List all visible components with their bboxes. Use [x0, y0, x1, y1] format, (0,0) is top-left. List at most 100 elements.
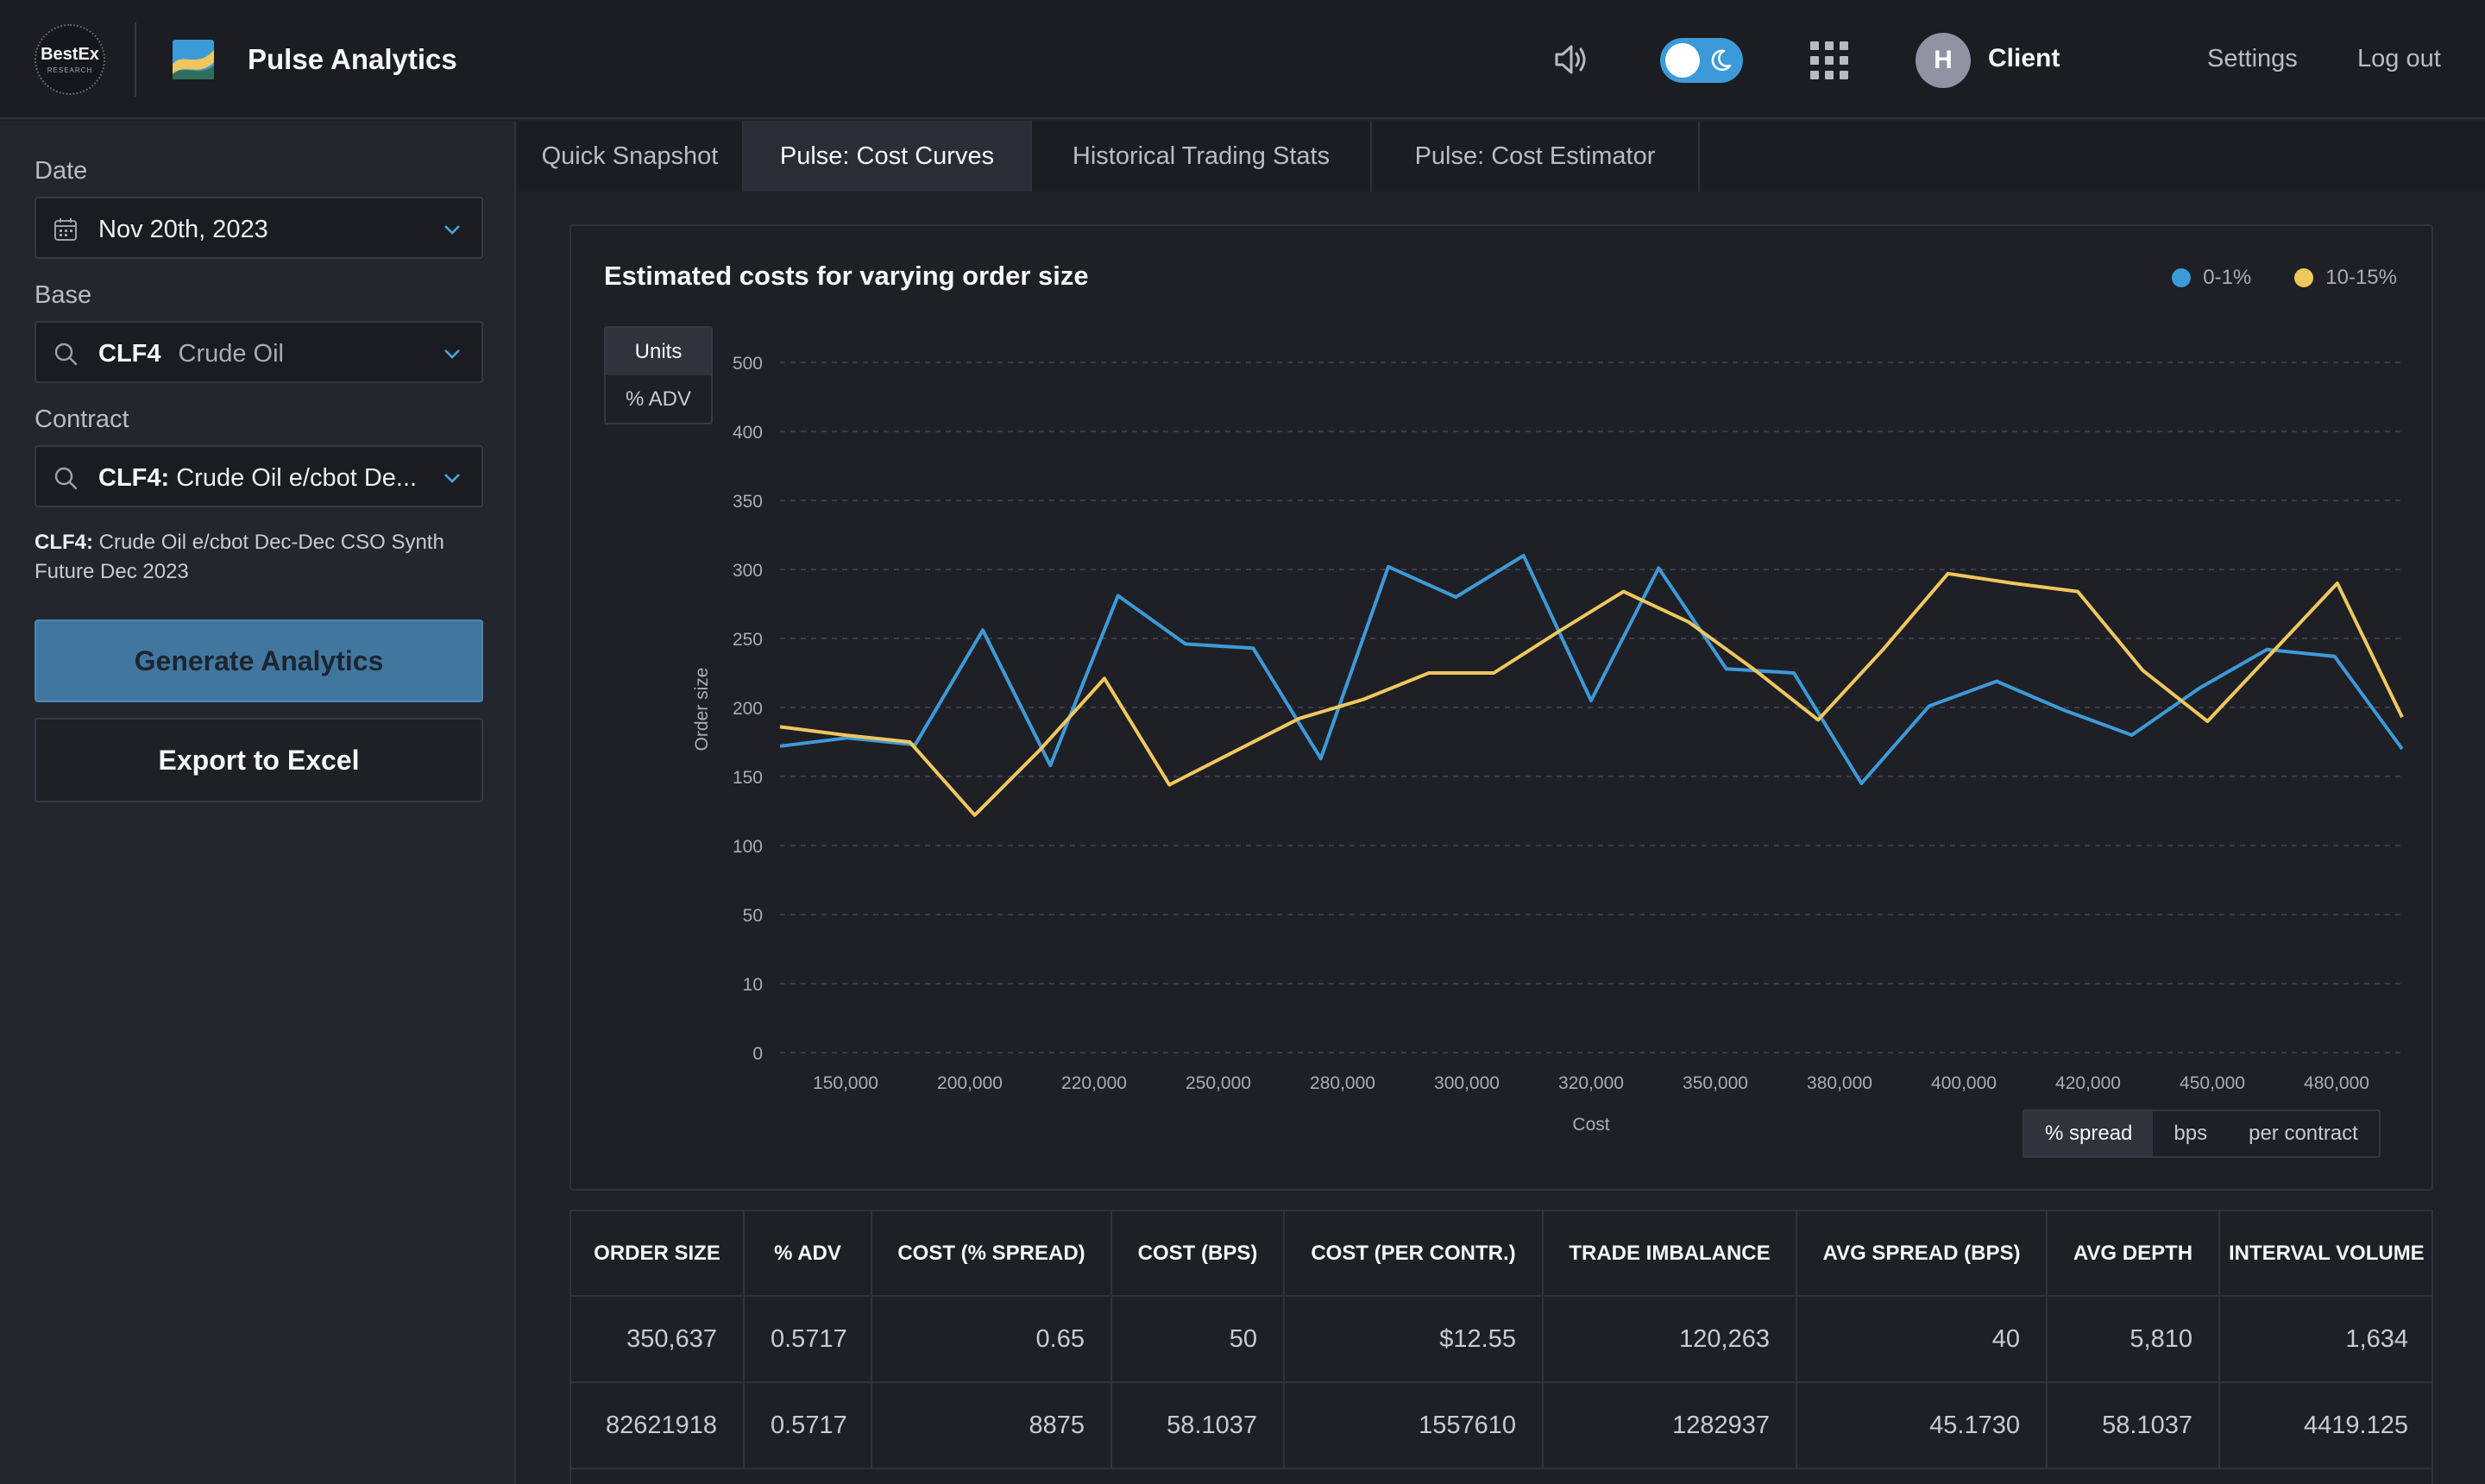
table-cell: 40 — [1796, 1296, 2048, 1383]
user-name[interactable]: Client — [1988, 44, 2060, 72]
avatar[interactable]: H — [1916, 33, 1971, 88]
base-select[interactable]: CLF4 Crude Oil — [35, 321, 483, 383]
theme-toggle[interactable] — [1660, 38, 1743, 83]
spread-option[interactable]: % spread — [2024, 1111, 2154, 1156]
base-value: CLF4 Crude Oil — [98, 340, 284, 368]
table-cell: 350,637 — [571, 1296, 745, 1383]
tab-historical-trading-stats[interactable]: Historical Trading Stats — [1032, 121, 1372, 192]
x-tick-label: 220,000 — [1061, 1073, 1127, 1093]
table-cell: 1,634 — [2219, 1296, 2432, 1383]
column-header[interactable]: COST (BPS) — [1111, 1211, 1285, 1297]
column-header[interactable]: AVG DEPTH — [2047, 1211, 2220, 1297]
table-cell: 1557610 — [1284, 1382, 1544, 1469]
x-axis-label: Cost — [1572, 1115, 1609, 1135]
table-cell: 4419.125 — [2219, 1382, 2432, 1469]
moon-icon — [1711, 49, 1732, 72]
table-cell: 5,810 — [2047, 1296, 2220, 1383]
table-row[interactable]: 82621918 0.5717 8875 58.1037 1557610 128… — [571, 1382, 2432, 1469]
apps-grid-icon[interactable] — [1810, 41, 1848, 79]
x-tick-label: 200,000 — [937, 1073, 1003, 1093]
legend-dot-series-1 — [2172, 268, 2192, 287]
column-header[interactable]: TRADE IMBALANCE — [1543, 1211, 1797, 1297]
legend-item-series-1[interactable]: 0-1% — [2172, 266, 2251, 290]
table-cell: 0.5717 — [744, 1382, 872, 1469]
contract-select[interactable]: CLF4: Crude Oil e/cbot De... — [35, 445, 483, 507]
cost-curves-card: 0 10 50 100 150 200 250 300 350 400 500 150,000 200,… — [569, 224, 2433, 1191]
volume-icon[interactable] — [1550, 40, 1589, 79]
chevron-down-icon — [444, 225, 460, 235]
table-row[interactable]: 350,637 0.5717 0.65 50 $12.55 120,263 40… — [571, 1296, 2432, 1383]
table-cell: 82621918 — [571, 1382, 745, 1469]
table-cell: $12.55 — [1284, 1296, 1544, 1383]
adv-option[interactable]: % ADV — [625, 387, 692, 411]
y-tick-label: 200 — [733, 699, 763, 719]
toggle-knob — [1665, 43, 1700, 78]
contract-name: Crude Oil e/cbot De... — [176, 464, 418, 492]
tab-quick-snapshot[interactable]: Quick Snapshot — [518, 121, 744, 192]
data-table: ORDER SIZE % ADV COST (% SPREAD) COST (B… — [571, 1211, 2432, 1469]
x-tick-label: 350,000 — [1683, 1073, 1748, 1093]
x-tick-label: 480,000 — [2304, 1073, 2369, 1093]
table-cell: 0.65 — [871, 1296, 1112, 1383]
export-to-excel-button[interactable]: Export to Excel — [35, 718, 483, 802]
legend-label-series-1: 0-1% — [2203, 266, 2252, 289]
y-tick-label: 400 — [733, 423, 763, 443]
cost-curve-chart: 0 10 50 100 150 200 250 300 350 400 500 150,000 200,… — [692, 354, 2404, 1135]
y-axis-label: Order size — [692, 668, 712, 751]
base-name: Crude Oil — [178, 340, 285, 368]
brand-logo-subtext: RESEARCH — [47, 66, 93, 74]
cost-unit-toggle: % spread bps per contract — [2023, 1110, 2381, 1158]
x-tick-label: 280,000 — [1310, 1073, 1375, 1093]
y-tick-label: 10 — [743, 975, 763, 995]
column-header[interactable]: COST (PER CONTR.) — [1284, 1211, 1544, 1297]
search-icon — [54, 467, 78, 490]
column-header[interactable]: ORDER SIZE — [571, 1211, 745, 1297]
x-tick-label: 380,000 — [1807, 1073, 1872, 1093]
contract-code: CLF4: — [98, 464, 170, 492]
tab-cost-curves[interactable]: Pulse: Cost Curves — [744, 121, 1032, 192]
chevron-down-icon — [444, 474, 460, 483]
settings-link[interactable]: Settings — [2207, 45, 2298, 72]
x-tick-label: 300,000 — [1434, 1073, 1500, 1093]
brand-logo[interactable]: BestEx RESEARCH — [35, 24, 105, 95]
table-cell: 0.5717 — [744, 1296, 872, 1383]
bps-option[interactable]: bps — [2174, 1122, 2208, 1145]
legend-item-series-2[interactable]: 10-15% — [2294, 266, 2397, 290]
tab-cost-estimator[interactable]: Pulse: Cost Estimator — [1372, 121, 1700, 192]
series-line-1 — [779, 554, 2404, 785]
app-logo-icon — [173, 40, 214, 79]
contract-desc-text: Crude Oil e/cbot Dec-Dec CSO Synth Futur… — [35, 531, 444, 583]
table-cell: 50 — [1111, 1296, 1285, 1383]
contract-label: Contract — [35, 406, 129, 433]
per-contract-option[interactable]: per contract — [2249, 1122, 2358, 1145]
calendar-icon — [54, 218, 77, 241]
table-cell: 1282937 — [1543, 1382, 1797, 1469]
column-header[interactable]: INTERVAL VOLUME — [2219, 1211, 2432, 1297]
chart-legend: 0-1% 10-15% — [2129, 266, 2397, 290]
x-tick-label: 420,000 — [2055, 1073, 2121, 1093]
logout-link[interactable]: Log out — [2357, 45, 2441, 72]
column-header[interactable]: AVG SPREAD (BPS) — [1796, 1211, 2048, 1297]
contract-value: CLF4: Crude Oil e/cbot De... — [98, 464, 417, 493]
column-header[interactable]: % ADV — [744, 1211, 872, 1297]
table-cell: 45.1730 — [1796, 1382, 2048, 1469]
unit-toggle: Units % ADV — [604, 326, 713, 424]
brand-logo-text: BestEx — [41, 45, 99, 64]
table-cell: 8875 — [871, 1382, 1112, 1469]
tab-bar: Quick Snapshot Pulse: Cost Curves Histor… — [518, 121, 2485, 192]
table-cell: 58.1037 — [2047, 1382, 2220, 1469]
header-divider — [135, 22, 136, 97]
y-tick-label: 250 — [733, 630, 763, 650]
x-tick-label: 250,000 — [1186, 1073, 1251, 1093]
table-cell: 58.1037 — [1111, 1382, 1285, 1469]
chart-title: Estimated costs for varying order size — [604, 261, 1089, 291]
x-tick-label: 320,000 — [1558, 1073, 1624, 1093]
contract-description: CLF4: Crude Oil e/cbot Dec-Dec CSO Synth… — [35, 528, 483, 587]
generate-analytics-button[interactable]: Generate Analytics — [35, 619, 483, 702]
column-header[interactable]: COST (% SPREAD) — [871, 1211, 1112, 1297]
units-option[interactable]: Units — [606, 328, 711, 375]
x-tick-label: 450,000 — [2180, 1073, 2245, 1093]
y-tick-label: 100 — [733, 837, 763, 857]
legend-dot-series-2 — [2294, 268, 2314, 287]
date-picker[interactable]: Nov 20th, 2023 — [35, 197, 483, 259]
